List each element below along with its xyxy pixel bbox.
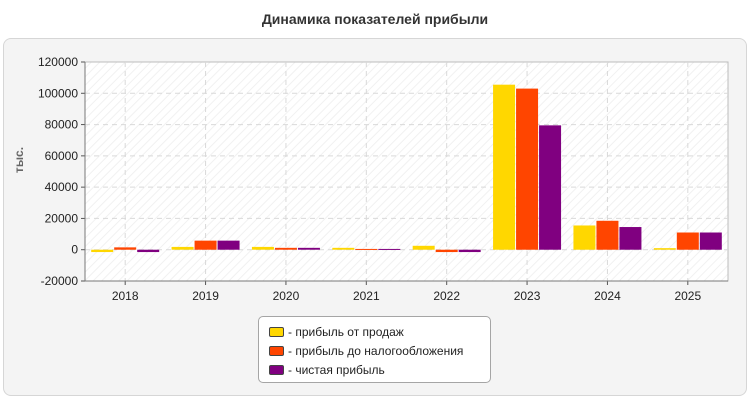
bar (114, 247, 137, 250)
bar (378, 248, 401, 250)
bar (217, 240, 240, 250)
y-tick-label: 40000 (45, 180, 79, 194)
y-tick-label: -20000 (41, 274, 79, 288)
bar (573, 225, 596, 250)
legend-swatch-pretax-profit (269, 345, 284, 356)
y-tick-label: 60000 (45, 149, 79, 163)
x-tick-label: 2020 (273, 289, 300, 303)
bars (91, 84, 722, 253)
bar (653, 248, 676, 250)
bar (458, 249, 481, 253)
bar (516, 88, 539, 250)
bar (676, 232, 699, 250)
x-tick-label: 2022 (433, 289, 460, 303)
bar (91, 249, 114, 253)
bar (435, 249, 458, 253)
y-tick-label: 120000 (38, 55, 78, 69)
y-axis-label: тыс. (12, 147, 26, 173)
bar (355, 248, 378, 250)
bar (171, 246, 194, 250)
y-tick-label: 20000 (45, 211, 79, 225)
bar (251, 246, 274, 250)
x-tick-label: 2025 (674, 289, 701, 303)
bar (493, 84, 516, 250)
y-tick-label: 0 (71, 243, 78, 257)
bar (297, 247, 320, 250)
legend-swatch-net-profit (269, 364, 284, 375)
axes: -20000 0 20000 40000 60000 80000 100000 120000 2… (38, 55, 728, 303)
legend-item: - чистая прибыль (269, 360, 490, 379)
x-tick-label: 2023 (514, 289, 541, 303)
x-tick-label: 2021 (353, 289, 380, 303)
bar (539, 125, 562, 250)
y-tick-label: 100000 (38, 86, 78, 100)
bar (194, 240, 217, 250)
bar (274, 247, 297, 250)
legend-label: - чистая прибыль (288, 362, 385, 377)
legend: - прибыль от продаж - прибыль до налогоо… (258, 316, 491, 383)
legend-label: - прибыль до налогообложения (288, 343, 464, 358)
bar (332, 247, 355, 250)
chart-title: Динамика показателей прибыли (261, 11, 489, 27)
x-tick-label: 2024 (594, 289, 621, 303)
bar (596, 220, 619, 250)
bar (619, 227, 642, 250)
legend-label: - прибыль от продаж (288, 324, 404, 339)
legend-item: - прибыль от продаж (269, 322, 490, 341)
legend-swatch-sales-profit (269, 326, 284, 337)
bar (412, 245, 435, 250)
x-tick-label: 2018 (112, 289, 139, 303)
bar (137, 249, 160, 253)
bar (699, 232, 722, 250)
y-tick-label: 80000 (45, 118, 79, 132)
legend-item: - прибыль до налогообложения (269, 341, 490, 360)
x-tick-label: 2019 (192, 289, 219, 303)
